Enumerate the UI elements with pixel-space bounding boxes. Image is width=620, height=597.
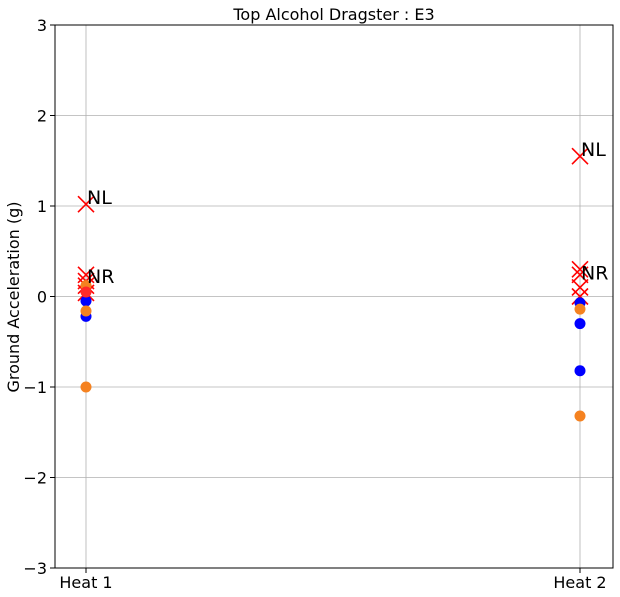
y-tick-label: −3 <box>23 559 47 578</box>
y-tick-label: 0 <box>37 288 47 307</box>
point-annotation: NR <box>581 262 608 284</box>
x-marker-point <box>77 195 95 213</box>
plot-frame <box>54 24 614 569</box>
x-tick-label: Heat 1 <box>59 573 112 592</box>
y-tick-label: 1 <box>37 197 47 216</box>
y-tick-label: 3 <box>37 16 47 35</box>
x-marker-point <box>571 147 589 165</box>
chart-title: Top Alcohol Dragster : E3 <box>232 5 434 24</box>
circle-point <box>574 303 586 315</box>
data-marks <box>77 147 589 422</box>
x-marker-point <box>571 266 589 284</box>
circle-point <box>574 410 586 422</box>
circle-point <box>80 381 92 393</box>
y-axis-label: Ground Acceleration (g) <box>4 201 23 392</box>
circle-point <box>80 305 92 317</box>
y-tick-label: −1 <box>23 378 47 397</box>
y-tick-label: −2 <box>23 469 47 488</box>
circle-point <box>574 365 586 377</box>
circle-point <box>80 286 92 298</box>
point-annotation: NR <box>87 266 114 288</box>
circle-point <box>80 295 92 307</box>
ticks: −3 −2 −1 0 1 2 3 Heat 1 Heat 2 <box>23 16 606 592</box>
x-marker-point <box>571 260 589 278</box>
x-marker-point <box>571 278 589 297</box>
y-tick-label: 2 <box>37 107 47 126</box>
point-annotation: NL <box>87 187 112 209</box>
circle-point <box>574 318 586 330</box>
x-tick-label: Heat 2 <box>553 573 606 592</box>
point-annotation: NL <box>581 139 606 161</box>
grid <box>55 24 613 569</box>
annotations: NL NR NL NR <box>87 139 608 288</box>
